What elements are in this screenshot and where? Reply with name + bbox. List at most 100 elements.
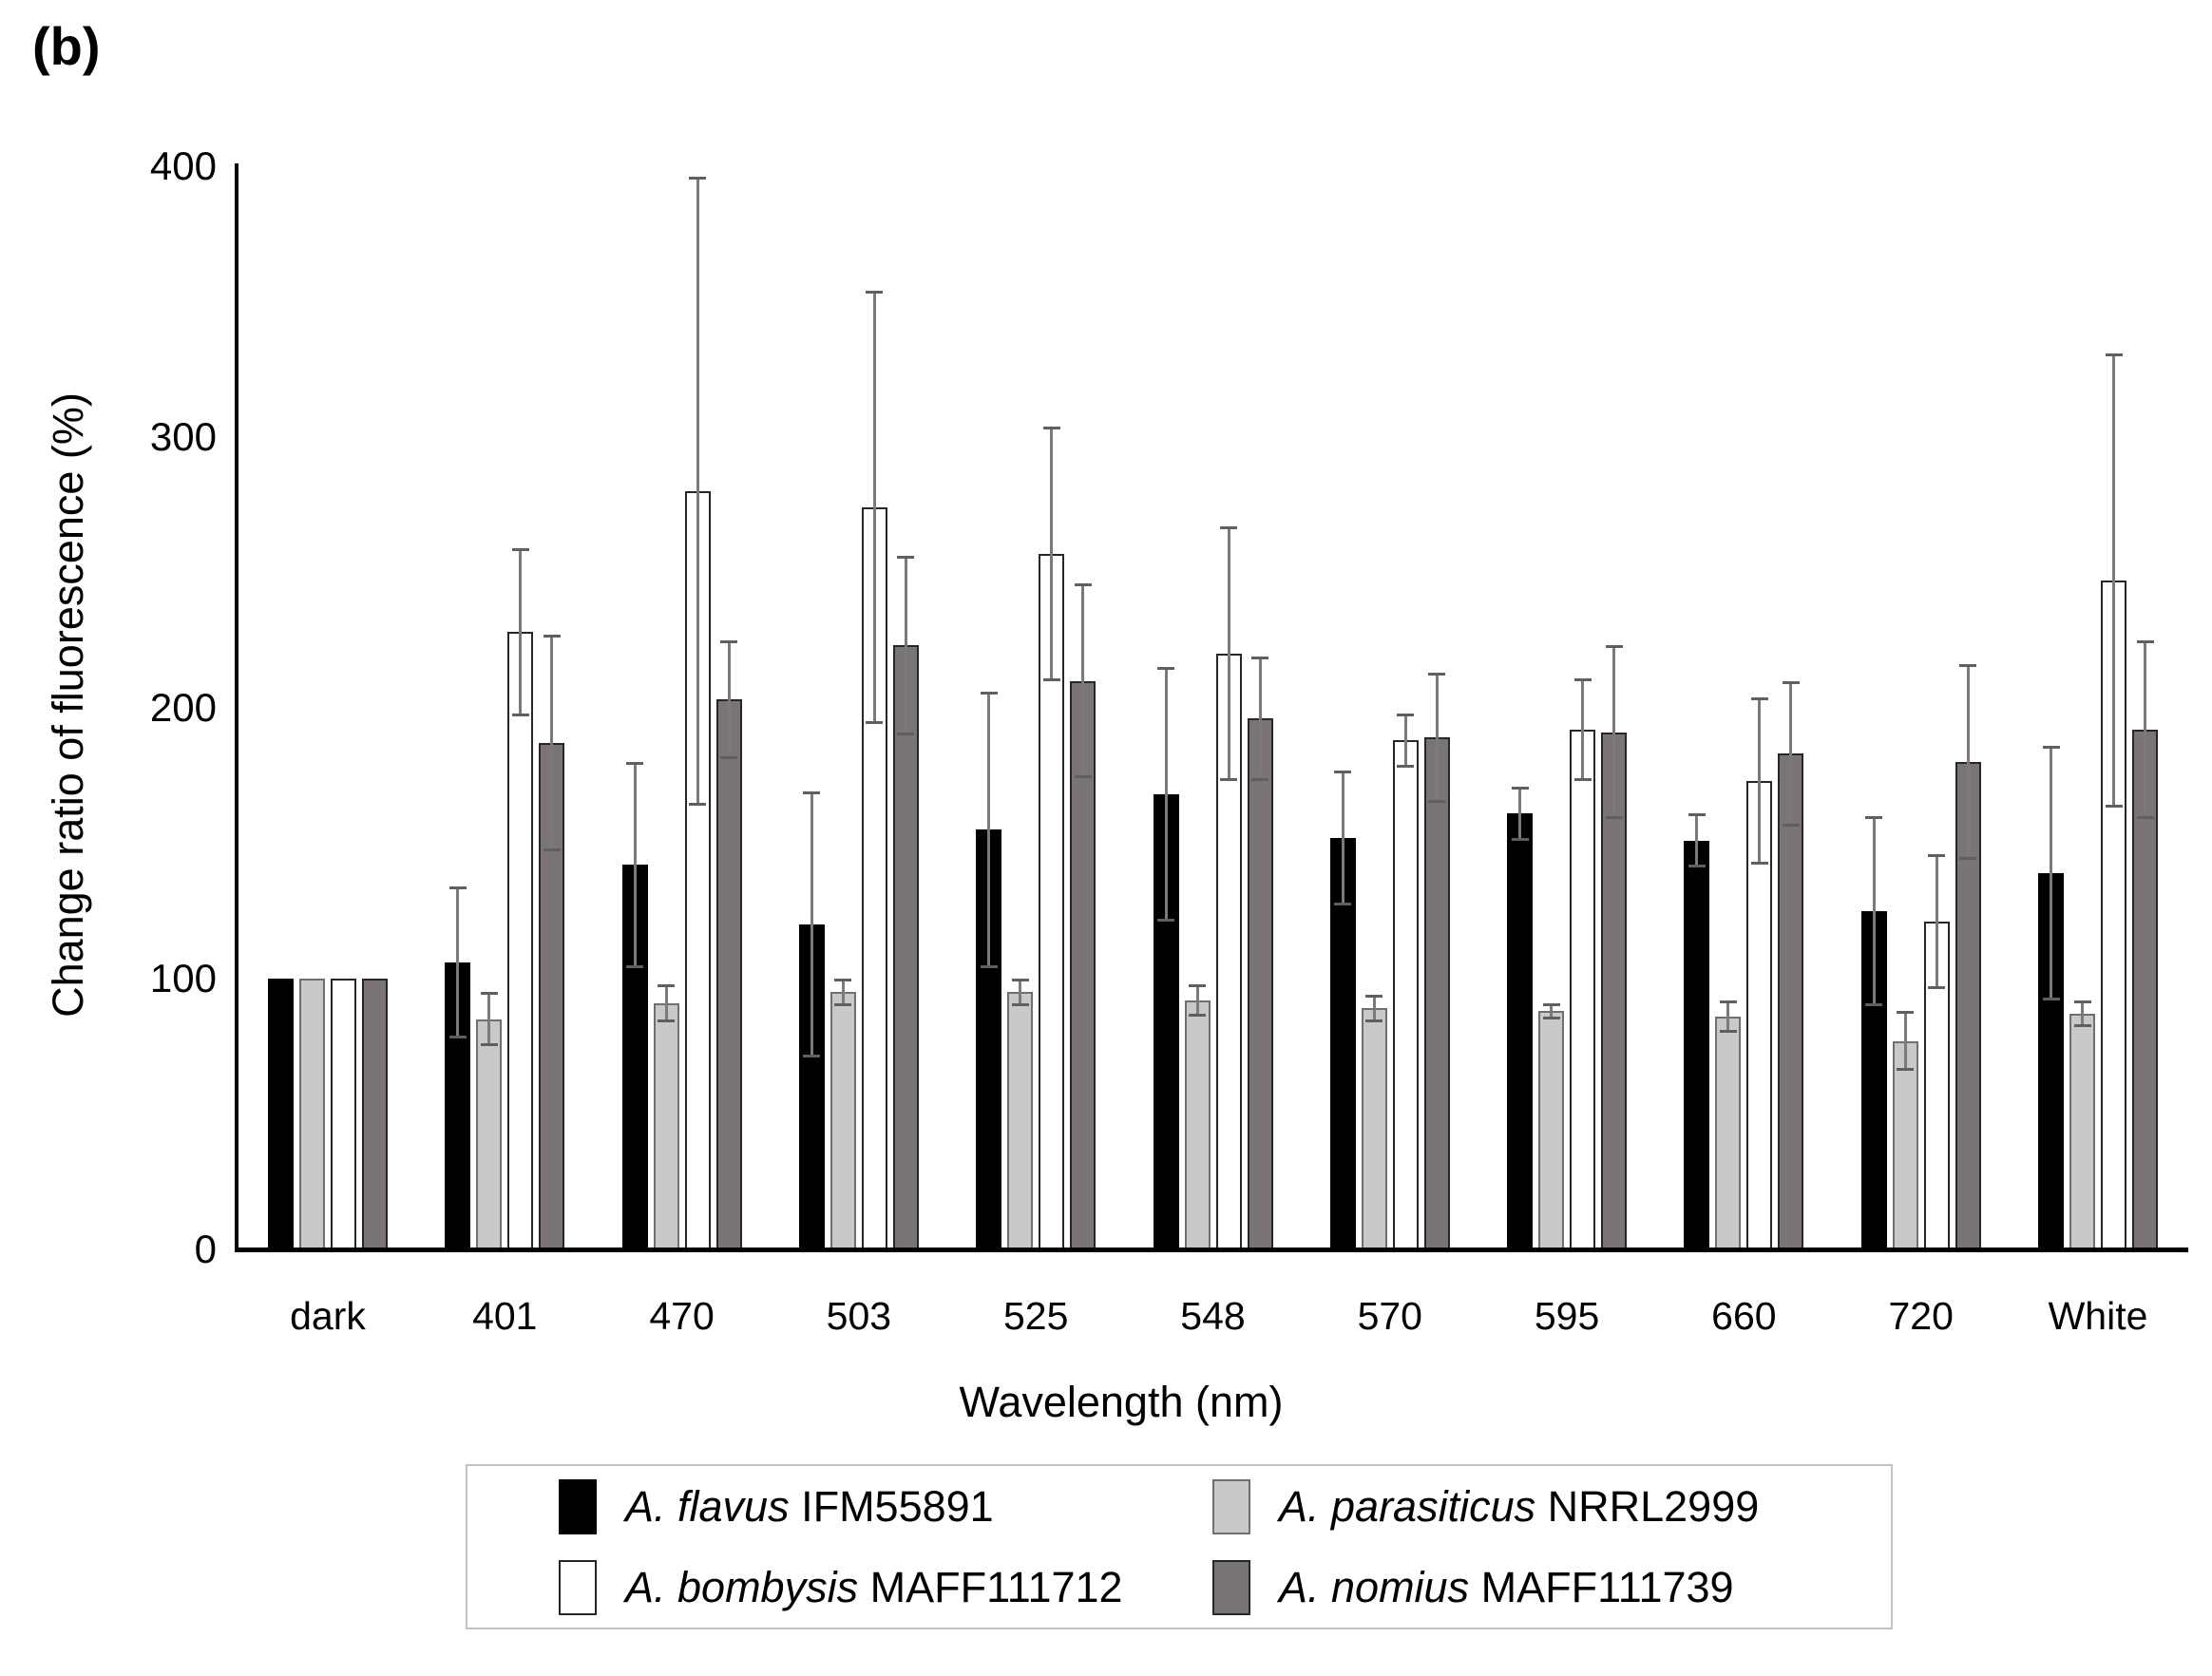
error-bar-cap-top — [1959, 664, 1977, 668]
error-bar-cap-top — [626, 762, 644, 765]
x-category-label: 548 — [1180, 1294, 1246, 1338]
y-tick-label: 0 — [194, 1227, 217, 1271]
error-bar-cap-top — [1573, 677, 1592, 681]
error-bar-cap-bottom — [1750, 862, 1768, 866]
x-category-label: 525 — [1002, 1294, 1069, 1338]
error-bar-cap-top — [543, 635, 561, 638]
bar — [362, 979, 388, 1249]
error-bar — [2050, 745, 2052, 1000]
error-bar-cap-top — [1719, 1000, 1737, 1003]
error-bar-cap-top — [1157, 667, 1174, 671]
legend-swatch — [559, 1559, 597, 1615]
error-bar — [1872, 816, 1876, 1006]
error-bar-cap-bottom — [1157, 919, 1174, 923]
error-bar-cap-top — [1897, 1011, 1915, 1015]
error-bar — [519, 547, 523, 716]
bar — [1361, 1008, 1387, 1249]
bar — [1715, 1016, 1742, 1249]
error-bar — [1581, 677, 1585, 781]
error-bar — [1695, 813, 1699, 868]
error-bar-cap-bottom — [448, 1035, 467, 1038]
legend: A. flavus IFM55891 A. parasiticus NRRL299… — [466, 1464, 1893, 1629]
bar — [268, 979, 294, 1249]
bar — [299, 979, 325, 1249]
bar — [653, 1002, 679, 1249]
error-bar — [664, 983, 668, 1022]
bar — [507, 632, 534, 1249]
error-bar-cap-bottom — [1928, 986, 1946, 990]
legend-item: A. flavus IFM55891 — [467, 1478, 1197, 1534]
error-bar — [487, 992, 491, 1047]
figure-label: (b) — [32, 16, 101, 76]
error-bar-cap-top — [1928, 853, 1946, 857]
error-bar-cap-top — [480, 992, 498, 996]
bar — [892, 645, 919, 1249]
error-bar — [1758, 696, 1762, 866]
error-bar — [2112, 352, 2115, 809]
error-bar — [987, 691, 991, 968]
error-bar — [1935, 853, 1938, 990]
legend-species-name: A. parasiticus — [1279, 1481, 1536, 1531]
bar — [1184, 1000, 1211, 1249]
error-bar-cap-bottom — [1011, 1002, 1029, 1006]
y-axis-line — [235, 163, 238, 1252]
error-bar — [1435, 672, 1439, 803]
bar — [715, 699, 742, 1249]
error-bar-cap-top — [866, 291, 884, 295]
error-bar-cap-bottom — [1959, 856, 1977, 860]
error-bar-cap-bottom — [1688, 865, 1706, 868]
x-axis-title: Wavelength (nm) — [959, 1378, 1284, 1426]
error-bar — [1372, 995, 1376, 1022]
bar — [1570, 729, 1596, 1249]
error-bar — [550, 635, 554, 852]
bar — [1507, 813, 1534, 1249]
bar — [1778, 753, 1804, 1249]
error-bar-cap-bottom — [803, 1054, 821, 1057]
y-tick-label: 300 — [149, 414, 217, 459]
error-bar-cap-top — [448, 886, 467, 890]
error-bar-cap-bottom — [720, 756, 738, 760]
error-bar-cap-bottom — [1042, 677, 1060, 681]
error-bar-cap-bottom — [1365, 1019, 1383, 1022]
error-bar-cap-top — [1011, 979, 1029, 981]
error-bar-cap-bottom — [543, 848, 561, 852]
legend-swatch — [1212, 1478, 1250, 1534]
error-bar-cap-bottom — [2136, 815, 2154, 819]
error-bar-cap-bottom — [866, 721, 884, 725]
error-bar-cap-bottom — [511, 713, 529, 716]
x-category-label: 595 — [1534, 1294, 1600, 1338]
error-bar — [1227, 526, 1230, 781]
error-bar — [1081, 582, 1085, 779]
error-bar-cap-bottom — [1782, 824, 1800, 828]
error-bar — [456, 886, 460, 1038]
error-bar-cap-bottom — [1334, 903, 1352, 906]
error-bar-cap-top — [1220, 526, 1237, 530]
error-bar-cap-bottom — [2073, 1024, 2091, 1028]
legend-strain-name: MAFF111739 — [1469, 1562, 1734, 1611]
error-bar-cap-bottom — [1074, 775, 1092, 779]
x-category-label: dark — [290, 1294, 366, 1338]
error-bar-cap-top — [720, 639, 738, 643]
bar — [476, 1019, 503, 1249]
error-bar-cap-top — [2073, 1000, 2091, 1003]
x-category-label: 720 — [1888, 1294, 1954, 1338]
error-bar-cap-bottom — [1251, 777, 1268, 781]
legend-label: A. nomius MAFF111739 — [1279, 1563, 1734, 1612]
error-bar-cap-top — [1334, 770, 1352, 773]
error-bar-cap-bottom — [1573, 777, 1592, 781]
legend-swatch — [559, 1478, 597, 1534]
error-bar-cap-top — [2042, 745, 2060, 749]
error-bar-cap-top — [897, 556, 915, 560]
error-bar — [1966, 664, 1970, 860]
error-bar-cap-bottom — [1428, 799, 1446, 803]
bar — [830, 992, 856, 1249]
error-bar-cap-top — [511, 547, 529, 551]
error-bar — [810, 791, 813, 1057]
error-bar — [727, 639, 731, 760]
y-tick-label: 100 — [149, 956, 217, 1000]
bar — [1684, 840, 1710, 1249]
error-bar — [633, 762, 637, 968]
error-bar — [1903, 1011, 1907, 1071]
error-bar-cap-bottom — [897, 732, 915, 735]
error-bar — [1789, 680, 1793, 828]
